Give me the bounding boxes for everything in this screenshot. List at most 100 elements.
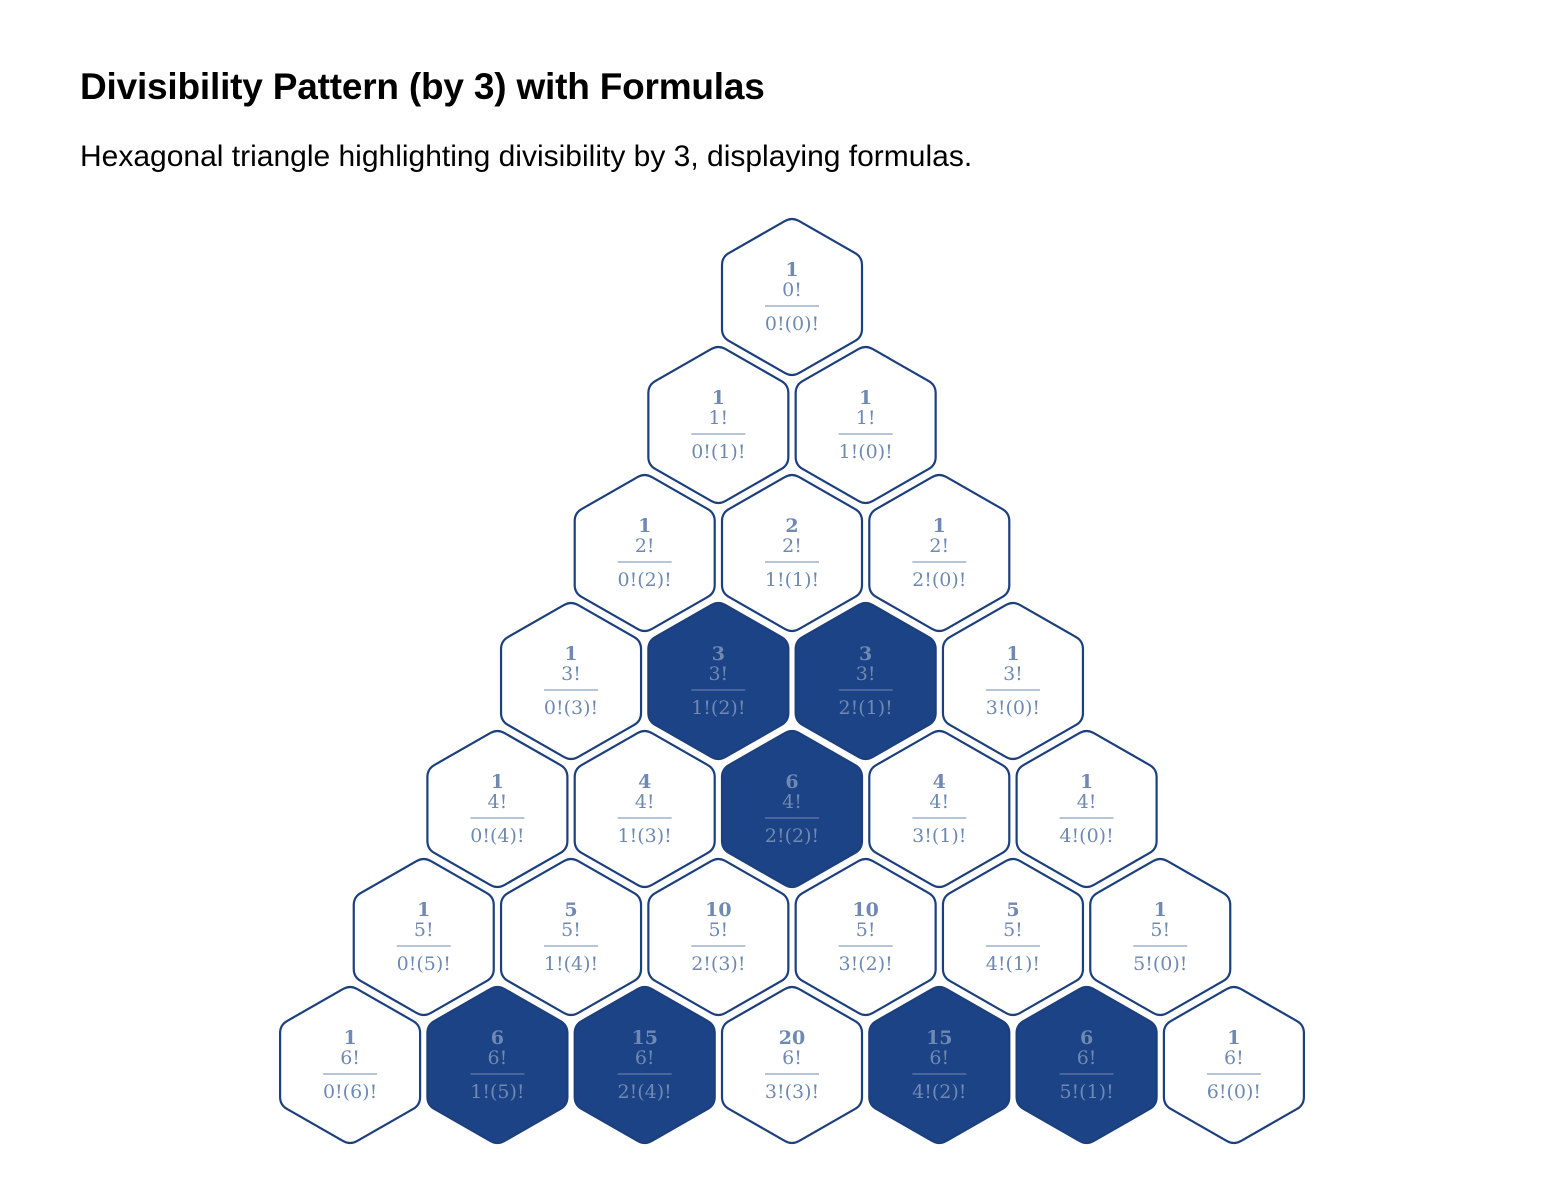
hex-denominator: 0!(1)! [691,441,745,463]
hex-numerator: 3! [856,663,876,685]
hex-cell: 16! 6!(0)! [1162,985,1305,1145]
hex-value: 1 [933,515,946,537]
hex-numerator: 2! [635,535,655,557]
hex-value: 1 [1006,643,1019,665]
hex-value: 20 [779,1027,805,1049]
hex-numerator: 5! [1003,919,1023,941]
hexagon [794,345,937,505]
hex-numerator: 3! [708,663,728,685]
hex-value: 1 [1227,1027,1240,1049]
hex-cell: 12! 0!(2)! [573,473,716,633]
hexagon [1162,985,1305,1145]
hex-cell: 156! 4!(2)! [868,985,1011,1145]
hex-denominator: 1!(2)! [691,697,745,719]
hex-value: 1 [638,515,651,537]
hexagon [941,857,1085,1017]
hex-cell: 15! 5!(0)! [1089,857,1232,1017]
hex-value: 10 [852,899,878,921]
hex-cell: 156! 2!(4)! [573,985,716,1145]
hex-numerator: 0! [782,279,802,301]
hex-numerator: 6! [488,1047,508,1069]
page-subtitle: Hexagonal triangle highlighting divisibi… [80,140,973,173]
hex-denominator: 2!(0)! [912,569,966,591]
hexagon [647,857,790,1017]
hex-value: 3 [859,643,872,665]
hexagon [499,601,643,761]
hex-denominator: 0!(4)! [470,825,524,847]
hex-value: 15 [631,1027,657,1049]
hex-value: 6 [1080,1027,1093,1049]
hex-value: 6 [785,771,798,793]
hex-numerator: 4! [488,791,508,813]
hexagon-highlighted [868,985,1011,1145]
hex-cell: 33! 1!(2)! [647,601,790,761]
hex-value: 1 [712,387,725,409]
hex-cell: 22! 1!(1)! [720,473,864,633]
hex-value: 1 [343,1027,356,1049]
hex-value: 1 [564,643,577,665]
hexagon [868,473,1011,633]
hexagon-highlighted [573,985,716,1145]
hex-numerator: 3! [1003,663,1023,685]
hex-denominator: 1!(4)! [544,953,598,975]
hex-value: 4 [638,771,651,793]
hex-cell: 33! 2!(1)! [794,601,937,761]
hex-cell: 11! 1!(0)! [794,345,937,505]
hexagon [499,857,643,1017]
hex-denominator: 0!(3)! [544,697,598,719]
hex-value: 1 [1154,899,1167,921]
hexagon-highlighted [647,601,790,761]
hexagon [941,601,1085,761]
hexagon [1089,857,1232,1017]
hex-cell: 12! 2!(0)! [868,473,1011,633]
hex-denominator: 1!(5)! [470,1081,524,1103]
hex-denominator: 0!(6)! [323,1081,377,1103]
hex-cell: 44! 1!(3)! [573,729,716,889]
hex-cell: 64! 2!(2)! [720,729,864,889]
hex-numerator: 4! [929,791,949,813]
hex-cell: 66! 5!(1)! [1015,985,1158,1145]
hexagon [720,217,864,377]
hex-denominator: 2!(4)! [618,1081,672,1103]
hex-denominator: 3!(0)! [986,697,1040,719]
hex-denominator: 1!(3)! [618,825,672,847]
hexagon [573,729,716,889]
hex-value: 3 [712,643,725,665]
hex-cell: 55! 4!(1)! [941,857,1085,1017]
hex-cell: 55! 1!(4)! [499,857,643,1017]
hex-value: 4 [933,771,946,793]
hexagon-highlighted [426,985,569,1145]
hex-denominator: 2!(1)! [839,697,893,719]
hex-denominator: 0!(0)! [765,313,819,335]
hex-value: 1 [785,259,798,281]
hexagon-highlighted [720,729,864,889]
hexagon [573,473,716,633]
hex-value: 1 [491,771,504,793]
hex-cell: 13! 0!(3)! [499,601,643,761]
hex-value: 15 [926,1027,952,1049]
hex-denominator: 3!(1)! [912,825,966,847]
hexagon-highlighted [794,601,937,761]
hex-cell: 14! 4!(0)! [1015,729,1158,889]
hex-value: 10 [705,899,731,921]
hex-numerator: 5! [708,919,728,941]
hexagon [279,985,422,1145]
hex-denominator: 5!(0)! [1133,953,1187,975]
hex-denominator: 2!(3)! [691,953,745,975]
hex-value: 1 [859,387,872,409]
hex-cell: 66! 1!(5)! [426,985,569,1145]
hex-denominator: 4!(2)! [912,1081,966,1103]
hex-numerator: 5! [1150,919,1170,941]
hex-value: 5 [1006,899,1019,921]
hex-value: 5 [564,899,577,921]
hex-cell: 11! 0!(1)! [647,345,790,505]
hex-denominator: 6!(0)! [1207,1081,1261,1103]
hex-numerator: 1! [856,407,876,429]
hex-numerator: 4! [1077,791,1097,813]
hex-numerator: 2! [929,535,949,557]
hex-denominator: 3!(2)! [839,953,893,975]
hex-value: 6 [491,1027,504,1049]
hex-numerator: 6! [929,1047,949,1069]
hexagon [426,729,569,889]
